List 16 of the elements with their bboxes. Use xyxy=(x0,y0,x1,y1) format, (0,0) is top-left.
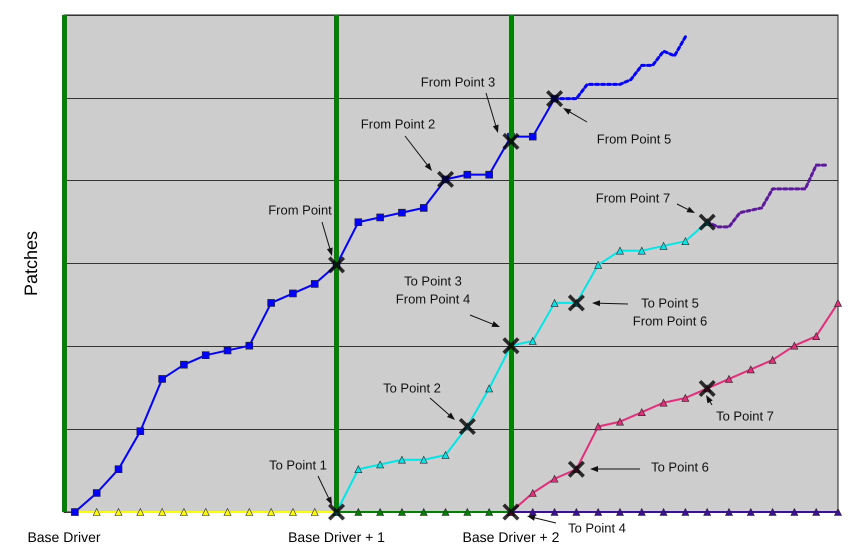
x-tick-label: Base Driver + 1 xyxy=(288,529,386,545)
x-tick-label: Base Driver xyxy=(27,529,101,545)
annotation: From Point xyxy=(268,202,332,218)
annotation: To Point 1 xyxy=(269,458,327,472)
annotation: From Point 7 xyxy=(596,190,670,206)
text: To Point 4 xyxy=(568,520,626,536)
annotation: To Point 2 xyxy=(383,380,441,396)
annotation: To Point 3 From Point 4 xyxy=(396,274,470,306)
annotation: To Point 5 From Point 6 xyxy=(632,296,708,328)
annotation: To Point 6 xyxy=(651,460,709,474)
annotation: From Point 5 xyxy=(596,132,672,146)
x-tick-label: Base Driver + 2 xyxy=(462,529,560,545)
annotation: From Point 2 xyxy=(360,116,436,132)
y-axis-title: Patches xyxy=(21,230,41,296)
annotation: From Point 3 xyxy=(420,74,496,90)
annotation: To Point 7 xyxy=(716,408,774,424)
